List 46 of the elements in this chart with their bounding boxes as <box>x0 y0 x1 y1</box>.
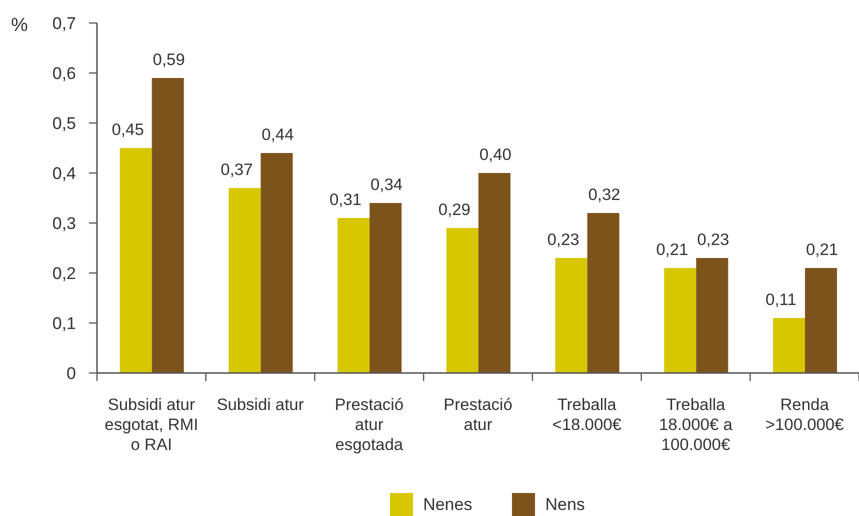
data-label: 0,45 <box>112 121 144 139</box>
x-tick-label: Prestació atur <box>444 396 512 434</box>
data-label: 0,37 <box>220 161 253 179</box>
data-label: 0,59 <box>152 51 185 69</box>
bar <box>152 78 184 373</box>
bar <box>370 203 402 373</box>
y-tick-label: 0,6 <box>52 64 76 84</box>
y-tick-label: 0,3 <box>52 214 76 234</box>
legend-label: Nens <box>545 494 585 514</box>
bar <box>664 268 696 373</box>
data-label: 0,44 <box>262 126 294 144</box>
bar <box>696 258 728 373</box>
x-tick-label: Prestació atur esgotada <box>334 396 404 454</box>
y-tick-label: 0,4 <box>52 164 76 184</box>
bar <box>555 258 588 373</box>
y-tick-label: 0 <box>66 364 76 384</box>
bar <box>228 188 261 373</box>
bar <box>338 218 370 373</box>
y-tick-label: 0,5 <box>52 114 76 134</box>
data-label: 0,21 <box>806 241 838 259</box>
x-tick-label: Treballa <18.000€ <box>552 396 622 434</box>
data-label: 0,23 <box>697 231 730 249</box>
bar <box>260 153 293 373</box>
bar <box>805 268 838 373</box>
x-tick-label: Subsidi atur esgotat, RMI o RAI <box>104 396 198 454</box>
data-label: 0,34 <box>370 176 403 194</box>
bar <box>120 148 152 373</box>
x-tick-label: Treballa 18.000€ a 100.000€ <box>659 396 734 454</box>
y-axis-title: % <box>11 15 28 37</box>
bar <box>446 228 478 373</box>
data-label: 0,29 <box>438 201 470 219</box>
bar <box>587 213 620 373</box>
data-label: 0,32 <box>588 186 620 204</box>
legend-label: Nenes <box>423 494 472 514</box>
data-label: 0,31 <box>330 191 362 209</box>
y-tick-label: 0,2 <box>52 264 76 284</box>
x-tick-label: Subsidi atur <box>216 396 304 414</box>
data-label: 0,40 <box>479 146 512 164</box>
y-tick-label: 0,7 <box>52 14 76 34</box>
bar <box>773 318 806 373</box>
data-label: 0,21 <box>656 241 688 259</box>
x-tick-label: Renda >100.000€ <box>765 396 844 434</box>
data-label: 0,23 <box>547 231 580 249</box>
data-label: 0,11 <box>766 291 796 309</box>
y-tick-label: 0,1 <box>52 314 76 334</box>
bar <box>478 173 510 373</box>
